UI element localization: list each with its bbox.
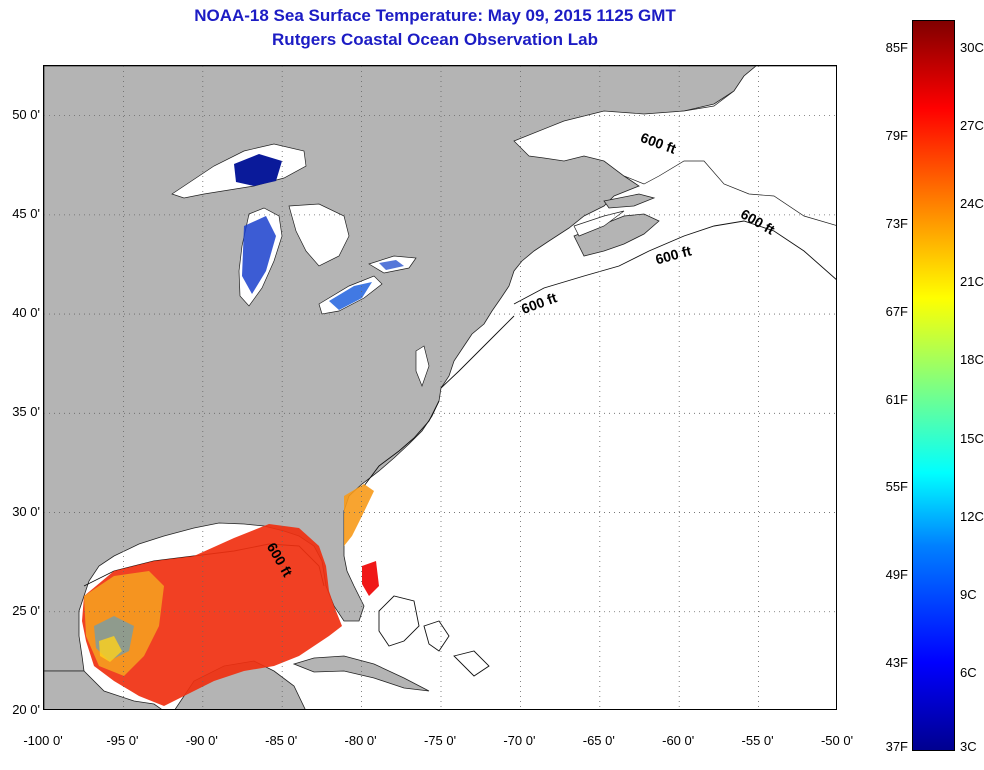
lon-tick-label: -65 0': [582, 733, 615, 748]
lake-ontario-sst: [379, 260, 404, 270]
isobath-label: 600 ft: [738, 206, 778, 238]
colorbar-c-label: 27C: [960, 118, 984, 134]
colorbar-f-label: 79F: [885, 127, 908, 143]
colorbar-f-label: 67F: [885, 303, 908, 319]
florida-strait-sst: [362, 561, 379, 596]
bahamas-outline-3: [453, 650, 490, 677]
bahamas-outline-2: [423, 620, 450, 652]
colorbar-c-label: 24C: [960, 196, 984, 212]
colorbar-f-label: 61F: [885, 391, 908, 407]
lake-huron-water: [288, 203, 350, 267]
lake-erie-sst: [329, 282, 372, 310]
lon-tick-label: -75 0': [423, 733, 457, 748]
bay-of-fundy-water: [573, 210, 625, 237]
isobath-midatlantic: [440, 315, 515, 389]
colorbar-c-label: 18C: [960, 352, 984, 368]
colorbar-f-label: 73F: [885, 215, 908, 231]
sst-layer: [82, 154, 404, 706]
colorbar-c-label: 21C: [960, 274, 984, 290]
isobath-northeast: [513, 220, 836, 305]
temperature-colorbar: [912, 20, 955, 751]
lake-superior-sst: [234, 154, 282, 186]
colorbar-f-label: 37F: [885, 739, 908, 754]
colorbar-c-label: 3C: [960, 739, 977, 754]
nova-scotia-land: [573, 213, 660, 257]
colorbar-c-label: 30C: [960, 40, 984, 55]
yucatan-land: [44, 670, 162, 709]
lake-michigan-sst: [242, 216, 276, 294]
cuba-land: [292, 655, 430, 692]
lat-tick-label: 40 0': [12, 305, 40, 321]
map-subtitle: Rutgers Coastal Ocean Observation Lab: [272, 30, 598, 49]
colorbar-f-label: 43F: [885, 655, 908, 671]
chesapeake-water: [415, 345, 430, 387]
pei-land: [603, 193, 656, 209]
lon-tick-label: -80 0': [344, 733, 377, 748]
lat-tick-label: 35 0': [12, 404, 40, 420]
colorbar-c-label: 15C: [960, 430, 984, 446]
colorbar-c-label: 12C: [960, 508, 984, 524]
lat-tick-label: 45 0': [12, 205, 40, 221]
lat-tick-label: 30 0': [12, 503, 40, 519]
atlantic-sst-orange: [344, 484, 374, 546]
gulf-sst-warm: [82, 524, 342, 706]
colorbar-f-label: 49F: [885, 567, 908, 583]
lon-tick-label: -85 0': [265, 733, 298, 748]
lat-tick-label: 25 0': [12, 602, 40, 618]
lon-tick-label: -95 0': [106, 733, 139, 748]
lon-tick-label: -60 0': [662, 733, 695, 748]
lon-tick-label: -50 0': [820, 733, 854, 748]
isobath-label: 600 ft: [519, 289, 559, 317]
lon-tick-label: -90 0': [185, 733, 218, 748]
map-title: NOAA-18 Sea Surface Temperature: May 09,…: [194, 6, 676, 25]
land-layer: [44, 66, 805, 709]
bahamas-outline: [378, 595, 420, 647]
lon-tick-label: -70 0': [503, 733, 536, 748]
lon-tick-label: -55 0': [741, 733, 774, 748]
gulf-sst-yellow: [99, 636, 122, 662]
colorbar-c-label: 6C: [960, 664, 977, 680]
isobath-southeast: [363, 400, 440, 487]
colorbar-c-label: 9C: [960, 586, 977, 602]
sst-map: 600 ft 600 ft 600 ft 600 ft 600 ft: [43, 65, 837, 710]
lat-tick-label: 50 0': [12, 106, 40, 122]
colorbar-f-label: 55F: [885, 479, 908, 495]
gulf-st-lawrence-water: [513, 66, 836, 226]
lat-tick-label: 20 0': [12, 702, 40, 717]
colorbar-f-label: 85F: [885, 40, 908, 55]
lon-tick-label: -100 0': [23, 733, 63, 748]
